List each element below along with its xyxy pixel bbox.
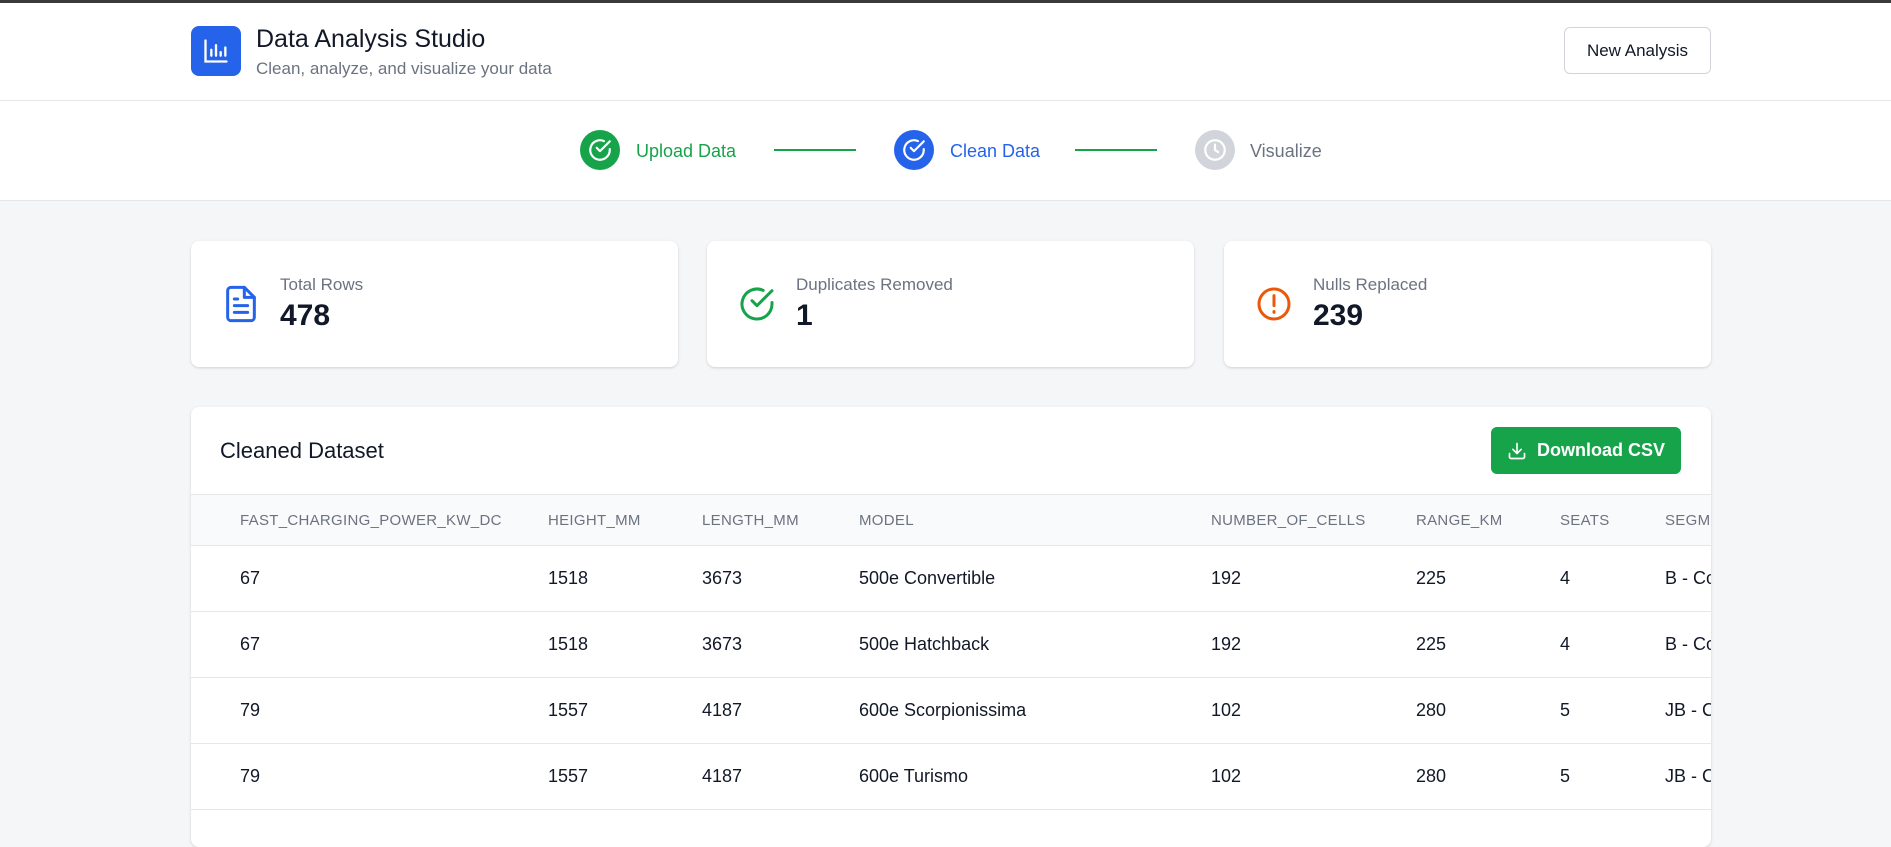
table-cell: 225 xyxy=(1367,545,1511,612)
column-header[interactable]: RANGE_KM xyxy=(1367,494,1511,546)
stat-card-nulls-replaced: Nulls Replaced 239 xyxy=(1224,241,1711,367)
table-cell: 102 xyxy=(1162,743,1367,810)
table-header-row: FAST_CHARGING_POWER_KW_DC HEIGHT_MM LENG… xyxy=(191,494,1711,546)
table-cell: 1557 xyxy=(499,677,653,744)
download-csv-button[interactable]: Download CSV xyxy=(1491,427,1681,474)
table-cell: B - Co xyxy=(1616,611,1711,678)
app-header: Data Analysis Studio Clean, analyze, and… xyxy=(0,3,1891,101)
stat-value: 239 xyxy=(1313,299,1364,332)
column-header[interactable]: FAST_CHARGING_POWER_KW_DC xyxy=(191,494,501,546)
step-connector-1 xyxy=(774,149,856,151)
table-cell: 1557 xyxy=(499,743,653,810)
app-subtitle: Clean, analyze, and visualize your data xyxy=(256,59,552,78)
document-icon xyxy=(221,284,261,324)
table-cell: JB - Co xyxy=(1616,677,1711,744)
step-visualize-label[interactable]: Visualize xyxy=(1250,141,1322,161)
download-csv-label: Download CSV xyxy=(1536,440,1665,460)
table-cell: 280 xyxy=(1367,743,1511,810)
table-cell: 5 xyxy=(1511,743,1616,810)
table-cell: 79 xyxy=(191,677,499,744)
table-cell: B - Co xyxy=(1616,545,1711,612)
stat-card-total-rows: Total Rows 478 xyxy=(191,241,678,367)
window-top-border xyxy=(0,0,1891,3)
table-cell: 600e Scorpionissima xyxy=(810,677,1162,744)
step-visualize-clock-icon xyxy=(1195,130,1235,170)
new-analysis-button[interactable]: New Analysis xyxy=(1564,27,1711,74)
table-row: 67 1518 3673 500e Hatchback 192 225 4 B … xyxy=(191,611,1711,678)
stat-value: 478 xyxy=(280,299,331,332)
table-cell: 4 xyxy=(1511,611,1616,678)
table-row: 79 1557 4187 600e Scorpionissima 102 280… xyxy=(191,677,1711,744)
step-upload-check-icon xyxy=(580,130,620,170)
table-cell: JB - Co xyxy=(1616,743,1711,810)
table-cell: 102 xyxy=(1162,677,1367,744)
table-cell: 3673 xyxy=(653,611,810,678)
table-cell: 5 xyxy=(1511,677,1616,744)
table-cell: 1518 xyxy=(499,545,653,612)
table-cell: 4 xyxy=(1511,545,1616,612)
stat-value: 1 xyxy=(796,299,813,332)
table-cell: 192 xyxy=(1162,545,1367,612)
table-cell: 500e Convertible xyxy=(810,545,1162,612)
table-cell: 79 xyxy=(191,743,499,810)
alert-circle-icon xyxy=(1254,284,1294,324)
check-circle-icon xyxy=(737,284,777,324)
dataset-title: Cleaned Dataset xyxy=(220,438,384,463)
progress-stepper: Upload Data Clean Data Visualize xyxy=(0,101,1891,201)
table-row: 67 1518 3673 500e Convertible 192 225 4 … xyxy=(191,545,1711,612)
stat-label: Total Rows xyxy=(280,275,364,294)
table-cell: 4187 xyxy=(653,743,810,810)
cleaned-dataset-panel: Cleaned Dataset Download CSV FAST_CHARGI… xyxy=(191,407,1711,847)
stat-label: Duplicates Removed xyxy=(796,275,953,294)
table-cell: 500e Hatchback xyxy=(810,611,1162,678)
step-clean-check-icon xyxy=(894,130,934,170)
stat-label: Nulls Replaced xyxy=(1313,275,1428,294)
step-upload-label[interactable]: Upload Data xyxy=(636,141,737,161)
step-connector-2 xyxy=(1075,149,1157,151)
table-cell: 280 xyxy=(1367,677,1511,744)
download-icon xyxy=(1508,442,1526,459)
table-cell: 67 xyxy=(191,545,499,612)
dataset-table-scroll[interactable]: FAST_CHARGING_POWER_KW_DC HEIGHT_MM LENG… xyxy=(191,494,1711,847)
table-cell: 67 xyxy=(191,611,499,678)
stat-card-duplicates-removed: Duplicates Removed 1 xyxy=(707,241,1194,367)
table-cell: 3673 xyxy=(653,545,810,612)
column-header[interactable]: MODEL xyxy=(810,494,1162,546)
app-title: Data Analysis Studio xyxy=(256,25,486,53)
table-cell: 1518 xyxy=(499,611,653,678)
table-cell: 600e Turismo xyxy=(810,743,1162,810)
column-header[interactable]: HEIGHT_MM xyxy=(499,494,653,546)
dataset-table: FAST_CHARGING_POWER_KW_DC HEIGHT_MM LENG… xyxy=(191,494,1711,810)
column-header[interactable]: NUMBER_OF_CELLS xyxy=(1162,494,1367,546)
table-cell: 192 xyxy=(1162,611,1367,678)
table-cell: 4187 xyxy=(653,677,810,744)
column-header[interactable]: LENGTH_MM xyxy=(653,494,810,546)
column-header[interactable]: SEGMENT xyxy=(1616,494,1711,546)
step-clean-label[interactable]: Clean Data xyxy=(950,141,1041,161)
column-header[interactable]: SEATS xyxy=(1511,494,1616,546)
table-row: 79 1557 4187 600e Turismo 102 280 5 JB -… xyxy=(191,743,1711,810)
table-cell: 225 xyxy=(1367,611,1511,678)
bar-chart-icon xyxy=(191,26,241,76)
